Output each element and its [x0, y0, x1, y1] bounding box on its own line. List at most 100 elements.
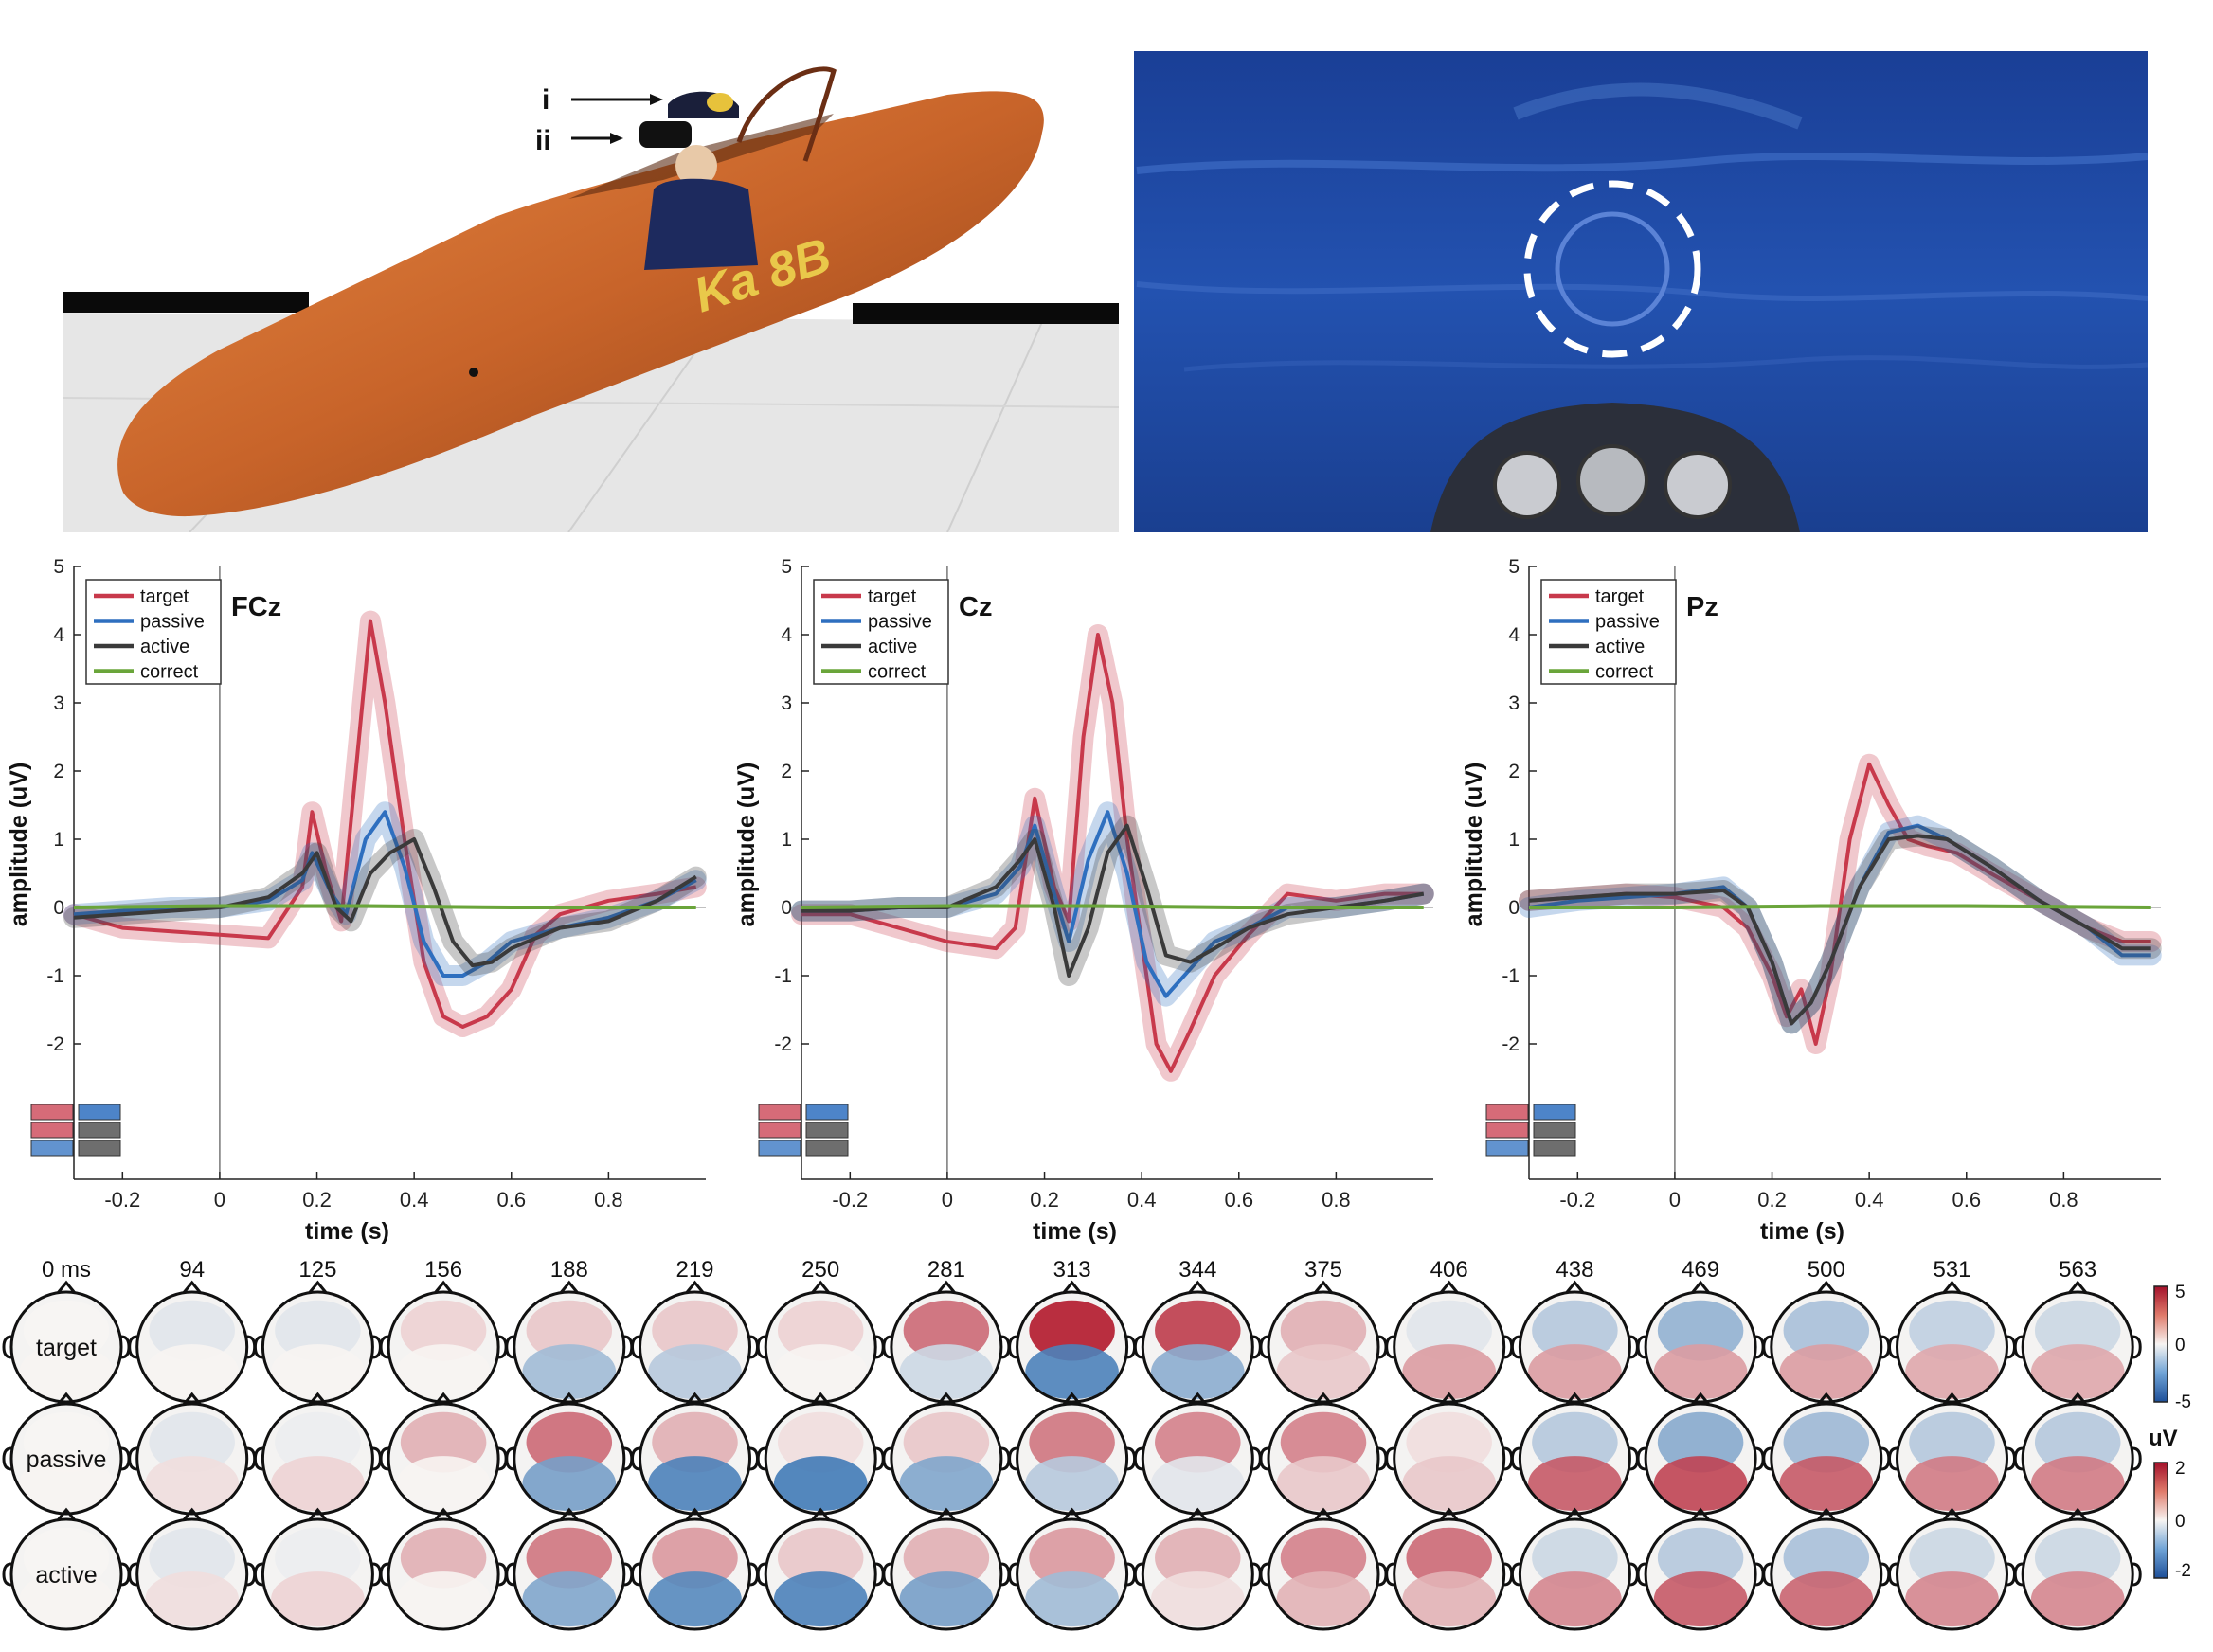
topomap-passive	[1887, 1392, 2017, 1516]
posterior-field	[1905, 1456, 1999, 1512]
y-tick-label: 0	[53, 897, 64, 919]
contrast-swatch-a	[1485, 1140, 1529, 1157]
head-outline	[764, 1290, 877, 1404]
topomap-target	[1008, 1280, 1137, 1404]
left-ear-icon	[379, 1562, 389, 1587]
colorbar-other-min: -2	[2175, 1561, 2191, 1581]
x-tick-label: 0.2	[1757, 1188, 1787, 1212]
topomap-target	[882, 1280, 1011, 1404]
legend-label-active: active	[140, 637, 189, 657]
topomap-passive	[1133, 1392, 1262, 1516]
contrast-swatch-b	[1533, 1104, 1576, 1121]
left-ear-icon	[1385, 1335, 1394, 1359]
topomap-active	[1887, 1507, 2017, 1631]
x-tick-label: 0.6	[1224, 1188, 1253, 1212]
head-outline	[1393, 1290, 1506, 1404]
frontal-field	[2034, 1300, 2121, 1361]
topomap-target	[756, 1280, 885, 1404]
topomap-target	[630, 1280, 760, 1404]
legend-label-active: active	[1595, 637, 1645, 657]
legend-label-passive: passive	[140, 612, 205, 633]
nose-icon	[1439, 1507, 1459, 1521]
topomap-target	[1133, 1280, 1262, 1404]
x-tick-label: 0	[942, 1188, 953, 1212]
topomap-time-label: 406	[1430, 1257, 1468, 1283]
left-ear-icon	[379, 1446, 389, 1471]
left-ear-icon	[756, 1562, 766, 1587]
left-ear-icon	[1008, 1335, 1017, 1359]
posterior-field	[1151, 1571, 1245, 1627]
head-outline	[261, 1290, 374, 1404]
contrast-swatch-b	[805, 1140, 849, 1157]
posterior-field	[773, 1344, 868, 1400]
head-outline	[387, 1517, 500, 1631]
left-ear-icon	[253, 1335, 263, 1359]
topomap-passive	[1008, 1392, 1137, 1516]
nose-icon	[433, 1280, 454, 1294]
posterior-field	[648, 1344, 742, 1400]
y-tick-label: 5	[53, 556, 64, 578]
gauge-right	[1664, 451, 1732, 519]
topomap-active	[1133, 1507, 1262, 1631]
topomap-active	[1636, 1507, 1765, 1631]
posterior-field	[899, 1344, 994, 1400]
vr-headset	[639, 121, 692, 148]
topomap-time-label: 313	[1053, 1257, 1091, 1283]
posterior-field	[773, 1571, 868, 1627]
nose-icon	[685, 1280, 705, 1294]
vr-ring-target	[1555, 211, 1670, 327]
posterior-field	[648, 1456, 742, 1512]
head-outline	[1518, 1402, 1631, 1516]
contrast-swatch-b	[78, 1122, 121, 1139]
frontal-field	[777, 1411, 864, 1473]
nose-icon	[182, 1392, 202, 1406]
topomap-passive	[1510, 1392, 1639, 1516]
nose-icon	[308, 1280, 328, 1294]
x-tick-label: 0.4	[1127, 1188, 1157, 1212]
series-line-passive	[801, 810, 1425, 998]
posterior-field	[1528, 1456, 1622, 1512]
posterior-field	[899, 1571, 994, 1627]
frontal-field	[526, 1300, 613, 1361]
head-outline	[1518, 1517, 1631, 1631]
legend-label-correct: correct	[140, 662, 199, 683]
frontal-field	[275, 1411, 361, 1473]
topomap-active	[1762, 1507, 1891, 1631]
topomap-active	[1510, 1507, 1639, 1631]
posterior-field	[522, 1571, 617, 1627]
legend-label-passive: passive	[868, 612, 932, 633]
nose-icon	[56, 1392, 77, 1406]
head-outline	[1896, 1290, 2008, 1404]
x-tick-label: 0.4	[1855, 1188, 1884, 1212]
posterior-field	[1025, 1344, 1119, 1400]
posterior-field	[271, 1571, 365, 1627]
topomap-time-label: 344	[1178, 1257, 1216, 1283]
electrode-title: Cz	[959, 592, 992, 622]
left-ear-icon	[253, 1446, 263, 1471]
left-ear-icon	[1762, 1446, 1772, 1471]
topomap-active	[1385, 1507, 1514, 1631]
posterior-field	[1653, 1456, 1748, 1512]
topomap-active	[882, 1507, 1011, 1631]
posterior-field	[1151, 1456, 1245, 1512]
head-outline	[764, 1517, 877, 1631]
black-bar-right	[853, 303, 1119, 324]
nose-icon	[1313, 1392, 1334, 1406]
posterior-field	[396, 1456, 491, 1512]
frontal-field	[903, 1527, 990, 1589]
nose-icon	[811, 1507, 831, 1521]
nose-icon	[1062, 1280, 1082, 1294]
frontal-field	[526, 1527, 613, 1589]
x-tick-label: 0.2	[1030, 1188, 1059, 1212]
head-outline	[890, 1290, 1003, 1404]
nose-icon	[308, 1392, 328, 1406]
left-ear-icon	[1008, 1562, 1017, 1587]
erp-panel-pz: 5 4 3 2 1 0 -1 -2 -0.2 0 0.2 0.4 0.6 0.8 time (s) ampli…	[1461, 556, 2162, 1245]
head-outline	[387, 1402, 500, 1516]
posterior-field	[19, 1571, 114, 1627]
left-ear-icon	[505, 1562, 514, 1587]
frontal-field	[1406, 1527, 1492, 1589]
x-axis-label: time (s)	[305, 1218, 389, 1245]
head-outline	[513, 1517, 626, 1631]
topomap-target	[1259, 1280, 1388, 1404]
